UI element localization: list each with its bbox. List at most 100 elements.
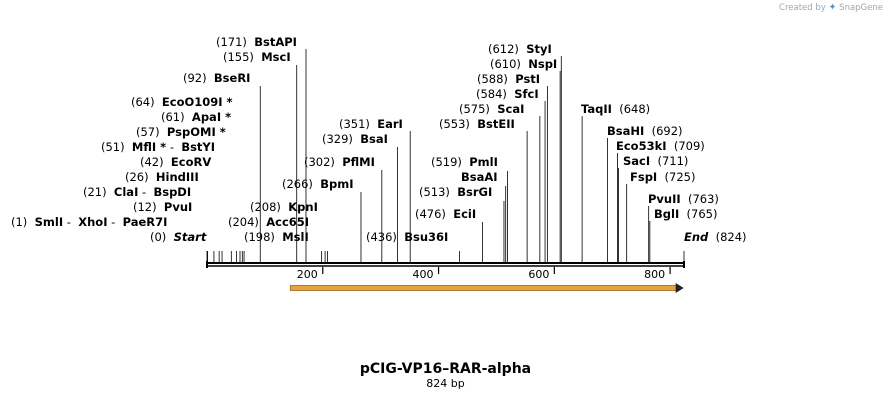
restriction-site: (302) PflMI [304, 155, 383, 262]
plasmid-name: pCIG-VP16–RAR-alpha [359, 361, 532, 377]
restriction-site: (584) SfcI [476, 87, 546, 262]
site-label: (64) EcoO109I * [131, 95, 233, 109]
enzyme-name: BsrGI [457, 185, 492, 199]
site-position: (198) [244, 230, 282, 244]
enzyme-name: StyI [526, 42, 552, 56]
restriction-site: (204) Acc65I [228, 215, 326, 262]
site-label: (198) MslI [244, 230, 309, 244]
site-position: (26) [125, 170, 156, 184]
enzyme-name: TaqII [581, 102, 612, 116]
credit-prefix: Created by [779, 3, 826, 13]
enzyme-name: EcoO109I * [162, 95, 233, 109]
enzyme-name: BpmI [320, 177, 353, 191]
enzyme-name: End [684, 230, 709, 244]
site-label: (26) HindIII [125, 170, 199, 184]
site-position: (610) [490, 57, 528, 71]
restriction-site: (513) BsrGI [419, 185, 505, 262]
enzyme-name: ScaI [497, 102, 524, 116]
enzyme-name: SacI [623, 154, 650, 168]
enzyme-name: FspI [630, 170, 657, 184]
site-label: (51) MflI * - BstYI [101, 140, 215, 154]
restriction-site: (92) BseRI [183, 71, 261, 262]
site-position: (725) [657, 170, 695, 184]
enzyme-name: EciI [453, 207, 476, 221]
restriction-site: BsaHI (692) [607, 124, 683, 262]
site-label: (476) EciI [415, 207, 476, 221]
site-position: (92) [183, 71, 214, 85]
enzyme-name: SmlI [35, 215, 64, 229]
site-label: (302) PflMI [304, 155, 375, 169]
enzyme-name: SfcI [514, 87, 538, 101]
site-label: (519) PmlI [431, 155, 498, 169]
enzyme-name: PstI [515, 72, 540, 86]
site-position: (12) [133, 200, 164, 214]
site-position: (208) [250, 200, 288, 214]
site-position: (584) [476, 87, 514, 101]
site-label: (329) BsaI [322, 132, 388, 146]
restriction-site: (266) BpmI [282, 177, 362, 262]
site-position: (648) [612, 102, 650, 116]
restriction-site: (351) EarI [339, 117, 411, 262]
site-label: (588) PstI [477, 72, 540, 86]
site-position: (51) [101, 140, 132, 154]
site-label: (42) EcoRV [140, 155, 211, 169]
site-label: (575) ScaI [459, 102, 524, 116]
restriction-site: (329) BsaI [322, 132, 398, 262]
site-position: (513) [419, 185, 457, 199]
site-label: (171) BstAPI [216, 35, 297, 49]
restriction-site: TaqII (648) [581, 102, 650, 262]
restriction-site: (61) ApaI * [161, 110, 243, 262]
site-separator: - [138, 185, 153, 199]
enzyme-name: PmlI [469, 155, 498, 169]
site-position: (588) [477, 72, 515, 86]
site-label: (612) StyI [488, 42, 552, 56]
plasmid-length: 824 bp [426, 377, 465, 390]
site-label: (553) BstEII [439, 117, 515, 131]
enzyme-name: BseRI [214, 71, 251, 85]
site-label: (513) BsrGI [419, 185, 492, 199]
site-position: (351) [339, 117, 377, 131]
enzyme-name: PspOMI * [167, 125, 226, 139]
enzyme-name: ApaI * [192, 110, 231, 124]
site-label: (610) NspI [490, 57, 557, 71]
snapgene-credit: Created by ✦ SnapGene [779, 2, 883, 13]
site-position: (765) [679, 207, 717, 221]
site-label: (351) EarI [339, 117, 403, 131]
site-position: (436) [366, 230, 404, 244]
site-position: (0) [150, 230, 174, 244]
enzyme-name: BsaAI [461, 170, 498, 184]
site-position: (57) [136, 125, 167, 139]
feature-arrow-head [675, 283, 684, 293]
site-label: (155) MscI [223, 50, 291, 64]
restriction-site: (208) KpnI [250, 200, 328, 262]
restriction-site: (21) ClaI - BspDI [83, 185, 220, 262]
site-label: (266) BpmI [282, 177, 354, 191]
enzyme-name: BglI [654, 207, 679, 221]
restriction-site: BglI (765) [649, 207, 717, 262]
site-position: (266) [282, 177, 320, 191]
site-label: (1) SmlI - XhoI - PaeR7I [11, 215, 167, 229]
site-label: TaqII (648) [581, 102, 650, 116]
enzyme-name: Start [174, 230, 207, 244]
restriction-site: (26) HindIII [125, 170, 223, 262]
site-label: (204) Acc65I [228, 215, 309, 229]
site-label: SacI (711) [623, 154, 688, 168]
restriction-site: Eco53kI (709) [616, 139, 705, 262]
site-position: (329) [322, 132, 360, 146]
site-label: (436) Bsu36I [366, 230, 448, 244]
axis-tick-label: 600 [528, 268, 549, 281]
restriction-site: (57) PspOMI * [136, 125, 241, 262]
restriction-site: (610) NspI [490, 57, 561, 262]
site-label: FspI (725) [630, 170, 695, 184]
enzyme-name: EarI [377, 117, 403, 131]
site-label: PvuII (763) [648, 192, 719, 206]
site-label: BsaHI (692) [607, 124, 683, 138]
site-position: (21) [83, 185, 114, 199]
site-label: End (824) [684, 230, 747, 244]
axis-tick-label: 200 [297, 268, 318, 281]
restriction-site: (171) BstAPI [216, 35, 307, 262]
enzyme-name: PvuI [164, 200, 192, 214]
site-separator: - [63, 215, 78, 229]
restriction-site: End (824) [683, 230, 747, 262]
